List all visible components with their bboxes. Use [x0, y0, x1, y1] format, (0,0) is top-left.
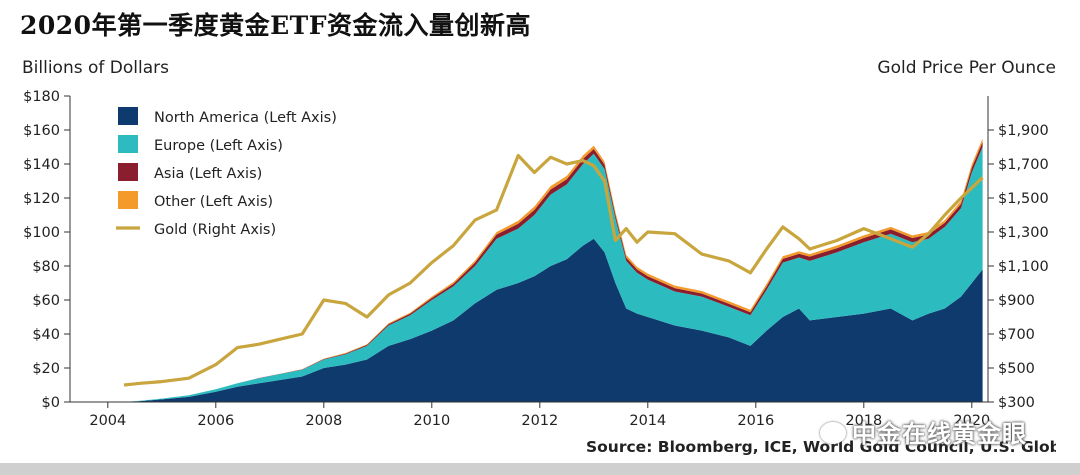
left-axis-title: Billions of Dollars: [22, 58, 169, 78]
legend-label: Other (Left Axis): [154, 194, 273, 210]
legend-label: Gold (Right Axis): [154, 222, 276, 238]
x-tick-label: 2014: [629, 413, 666, 429]
legend-label: Asia (Left Axis): [154, 166, 262, 182]
right-tick-label: $500: [998, 361, 1035, 377]
x-tick-label: 2016: [737, 413, 774, 429]
left-tick-label: $60: [32, 293, 60, 309]
axis-ticks-group: $0 $20 $40 $60 $80 $100 $120 $140 $160 $180 $300 $5…: [23, 89, 1049, 429]
right-tick-label: $1,100: [998, 259, 1049, 275]
right-tick-label: $900: [998, 293, 1035, 309]
right-tick-label: $1,700: [998, 157, 1049, 173]
x-tick-label: 2018: [845, 413, 882, 429]
left-tick-label: $80: [32, 259, 60, 275]
area-series-group: [124, 138, 983, 402]
x-tick-label: 2006: [197, 413, 234, 429]
right-axis-title: Gold Price Per Ounce: [877, 58, 1056, 78]
left-tick-label: $140: [23, 157, 60, 173]
legend-swatch: [118, 163, 138, 181]
left-tick-label: $0: [42, 395, 60, 411]
x-tick-label: 2020: [953, 413, 990, 429]
watermark: 中金在线黄金眼: [820, 414, 1027, 449]
legend: North America (Left Axis) Europe (Left Ax…: [116, 107, 337, 238]
chart-title: 2020年第一季度黄金ETF资金流入量创新高: [20, 11, 531, 40]
gold-price-line: [123, 153, 984, 387]
left-tick-label: $120: [23, 191, 60, 207]
source-note: Source: Bloomberg, ICE, World Gold Counc…: [586, 438, 1056, 456]
watermark-text: 中金在线黄金眼: [852, 420, 1027, 448]
legend-label: Europe (Left Axis): [154, 138, 283, 154]
x-tick-label: 2012: [521, 413, 558, 429]
europe-area: [124, 147, 983, 402]
gold-line-group: [123, 153, 984, 387]
legend-swatch: [118, 191, 138, 209]
left-tick-label: $40: [32, 327, 60, 343]
legend-swatch: [118, 107, 138, 125]
x-tick-label: 2008: [305, 413, 342, 429]
right-tick-label: $1,300: [998, 225, 1049, 241]
x-tick-label: 2004: [89, 413, 126, 429]
left-tick-label: $100: [23, 225, 60, 241]
left-tick-label: $20: [32, 361, 60, 377]
bottom-bar: [0, 463, 1080, 475]
north-america-area: [124, 238, 983, 402]
legend-label: North America (Left Axis): [154, 110, 337, 126]
right-tick-label: $1,900: [998, 123, 1049, 139]
left-tick-label: $160: [23, 123, 60, 139]
left-tick-label: $180: [23, 89, 60, 105]
legend-swatch: [118, 135, 138, 153]
right-tick-label: $700: [998, 327, 1035, 343]
x-tick-label: 2010: [413, 413, 450, 429]
right-tick-label: $1,500: [998, 191, 1049, 207]
right-tick-label: $300: [998, 395, 1035, 411]
wechat-icon: [820, 422, 846, 444]
